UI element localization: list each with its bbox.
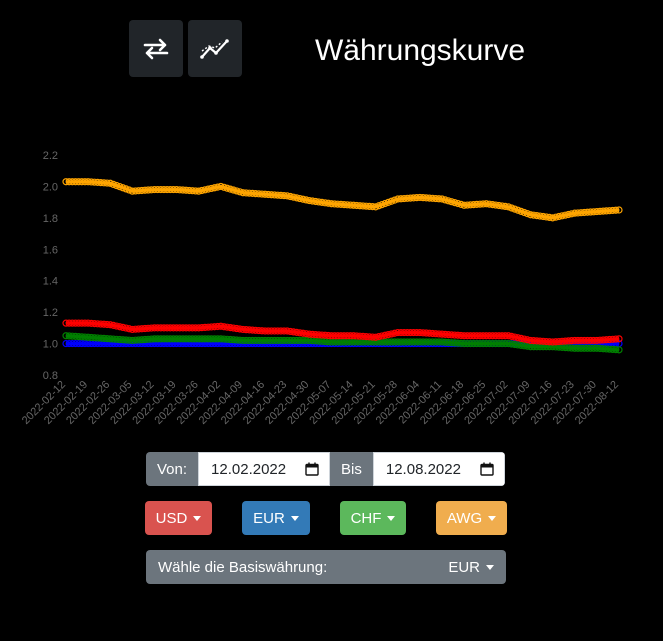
y-tick-label: 0.8 [43, 370, 58, 382]
currency-label: USD [155, 509, 188, 527]
date-to-input[interactable]: 12.08.2022 [372, 452, 505, 486]
data-point [112, 181, 121, 190]
y-tick-label: 1.8 [43, 213, 58, 225]
data-point [507, 204, 516, 212]
y-tick-label: 1.2 [43, 307, 58, 319]
swap-currency-button[interactable] [129, 20, 183, 77]
data-point [612, 335, 620, 343]
data-point [375, 202, 383, 210]
date-from-input[interactable]: 12.02.2022 [198, 452, 331, 486]
y-axis-ticks: 2.2 2.0 1.8 1.6 1.4 1.2 1.0 0.8 [43, 150, 58, 382]
y-tick-label: 2.0 [43, 181, 58, 193]
caret-down-icon [193, 516, 202, 521]
currency-dropdown-chf[interactable]: CHF [340, 501, 406, 535]
data-point [381, 199, 389, 208]
data-point [447, 198, 456, 206]
date-from-value: 12.02.2022 [211, 460, 287, 478]
base-currency-select[interactable]: Wähle die Basiswährung: EUR [146, 550, 506, 584]
currency-label: CHF [350, 509, 382, 527]
chart-series [62, 178, 623, 354]
data-point [615, 335, 623, 343]
data-point [517, 207, 525, 215]
data-point [612, 206, 620, 214]
data-point [514, 206, 522, 214]
data-point [217, 182, 225, 191]
data-point [122, 185, 130, 193]
data-point [451, 198, 459, 207]
data-point [615, 206, 623, 214]
data-point [223, 184, 231, 192]
data-point [501, 202, 509, 211]
page-title: Währungskurve [314, 34, 526, 67]
x-axis-ticks: 2022-02-122022-02-192022-02-262022-03-05… [20, 379, 621, 427]
swap-arrows-icon [143, 38, 169, 59]
currency-line-chart: 2.2 2.0 1.8 1.6 1.4 1.2 1.0 0.8 2022-02-122022-… [20, 150, 623, 427]
data-point [454, 199, 462, 208]
data-point [504, 203, 512, 211]
data-point [523, 209, 531, 218]
data-point [615, 346, 623, 354]
base-currency-label: Wähle die Basiswährung: [158, 558, 328, 576]
data-point [444, 197, 452, 205]
caret-down-icon [488, 516, 497, 521]
data-point [387, 197, 396, 205]
data-point [116, 183, 124, 191]
data-point [226, 185, 234, 193]
base-currency-value-group: EUR [448, 559, 494, 576]
calendar-icon[interactable] [305, 462, 319, 476]
caret-down-icon [486, 565, 494, 570]
series-line [62, 332, 623, 354]
data-point [220, 183, 228, 191]
calendar-icon[interactable] [480, 462, 494, 476]
y-tick-label: 2.2 [43, 150, 58, 162]
data-point [438, 195, 446, 203]
base-currency-value: EUR [448, 558, 480, 576]
series-line [62, 319, 623, 346]
caret-down-icon [290, 516, 299, 521]
date-from-label: Von: [146, 452, 199, 486]
data-point [372, 203, 380, 211]
date-to-value: 12.08.2022 [385, 460, 461, 478]
date-to-label: Bis [330, 452, 373, 486]
data-point [229, 186, 238, 194]
data-point [233, 187, 241, 195]
currency-dropdown-awg[interactable]: AWG [436, 501, 507, 535]
date-range-group: Von: 12.02.2022 Bis 12.08.2022 [146, 452, 505, 486]
data-point [109, 180, 118, 189]
data-point [612, 346, 620, 354]
currency-dropdown-usd[interactable]: USD [145, 501, 212, 535]
currency-dropdown-eur[interactable]: EUR [242, 501, 310, 535]
data-point [106, 179, 114, 187]
data-point [520, 208, 528, 217]
currency-label: EUR [253, 509, 285, 527]
y-tick-label: 1.0 [43, 339, 58, 351]
data-point [384, 198, 392, 206]
y-tick-label: 1.6 [43, 244, 58, 256]
caret-down-icon [387, 516, 396, 521]
line-chart-icon [200, 38, 229, 59]
series-line [62, 178, 623, 222]
y-tick-label: 1.4 [43, 276, 58, 288]
data-point [441, 196, 449, 204]
data-point [378, 201, 386, 209]
currency-label: AWG [446, 509, 483, 527]
data-point [511, 205, 519, 213]
data-point [119, 184, 127, 192]
currency-chart-button[interactable] [188, 20, 242, 77]
